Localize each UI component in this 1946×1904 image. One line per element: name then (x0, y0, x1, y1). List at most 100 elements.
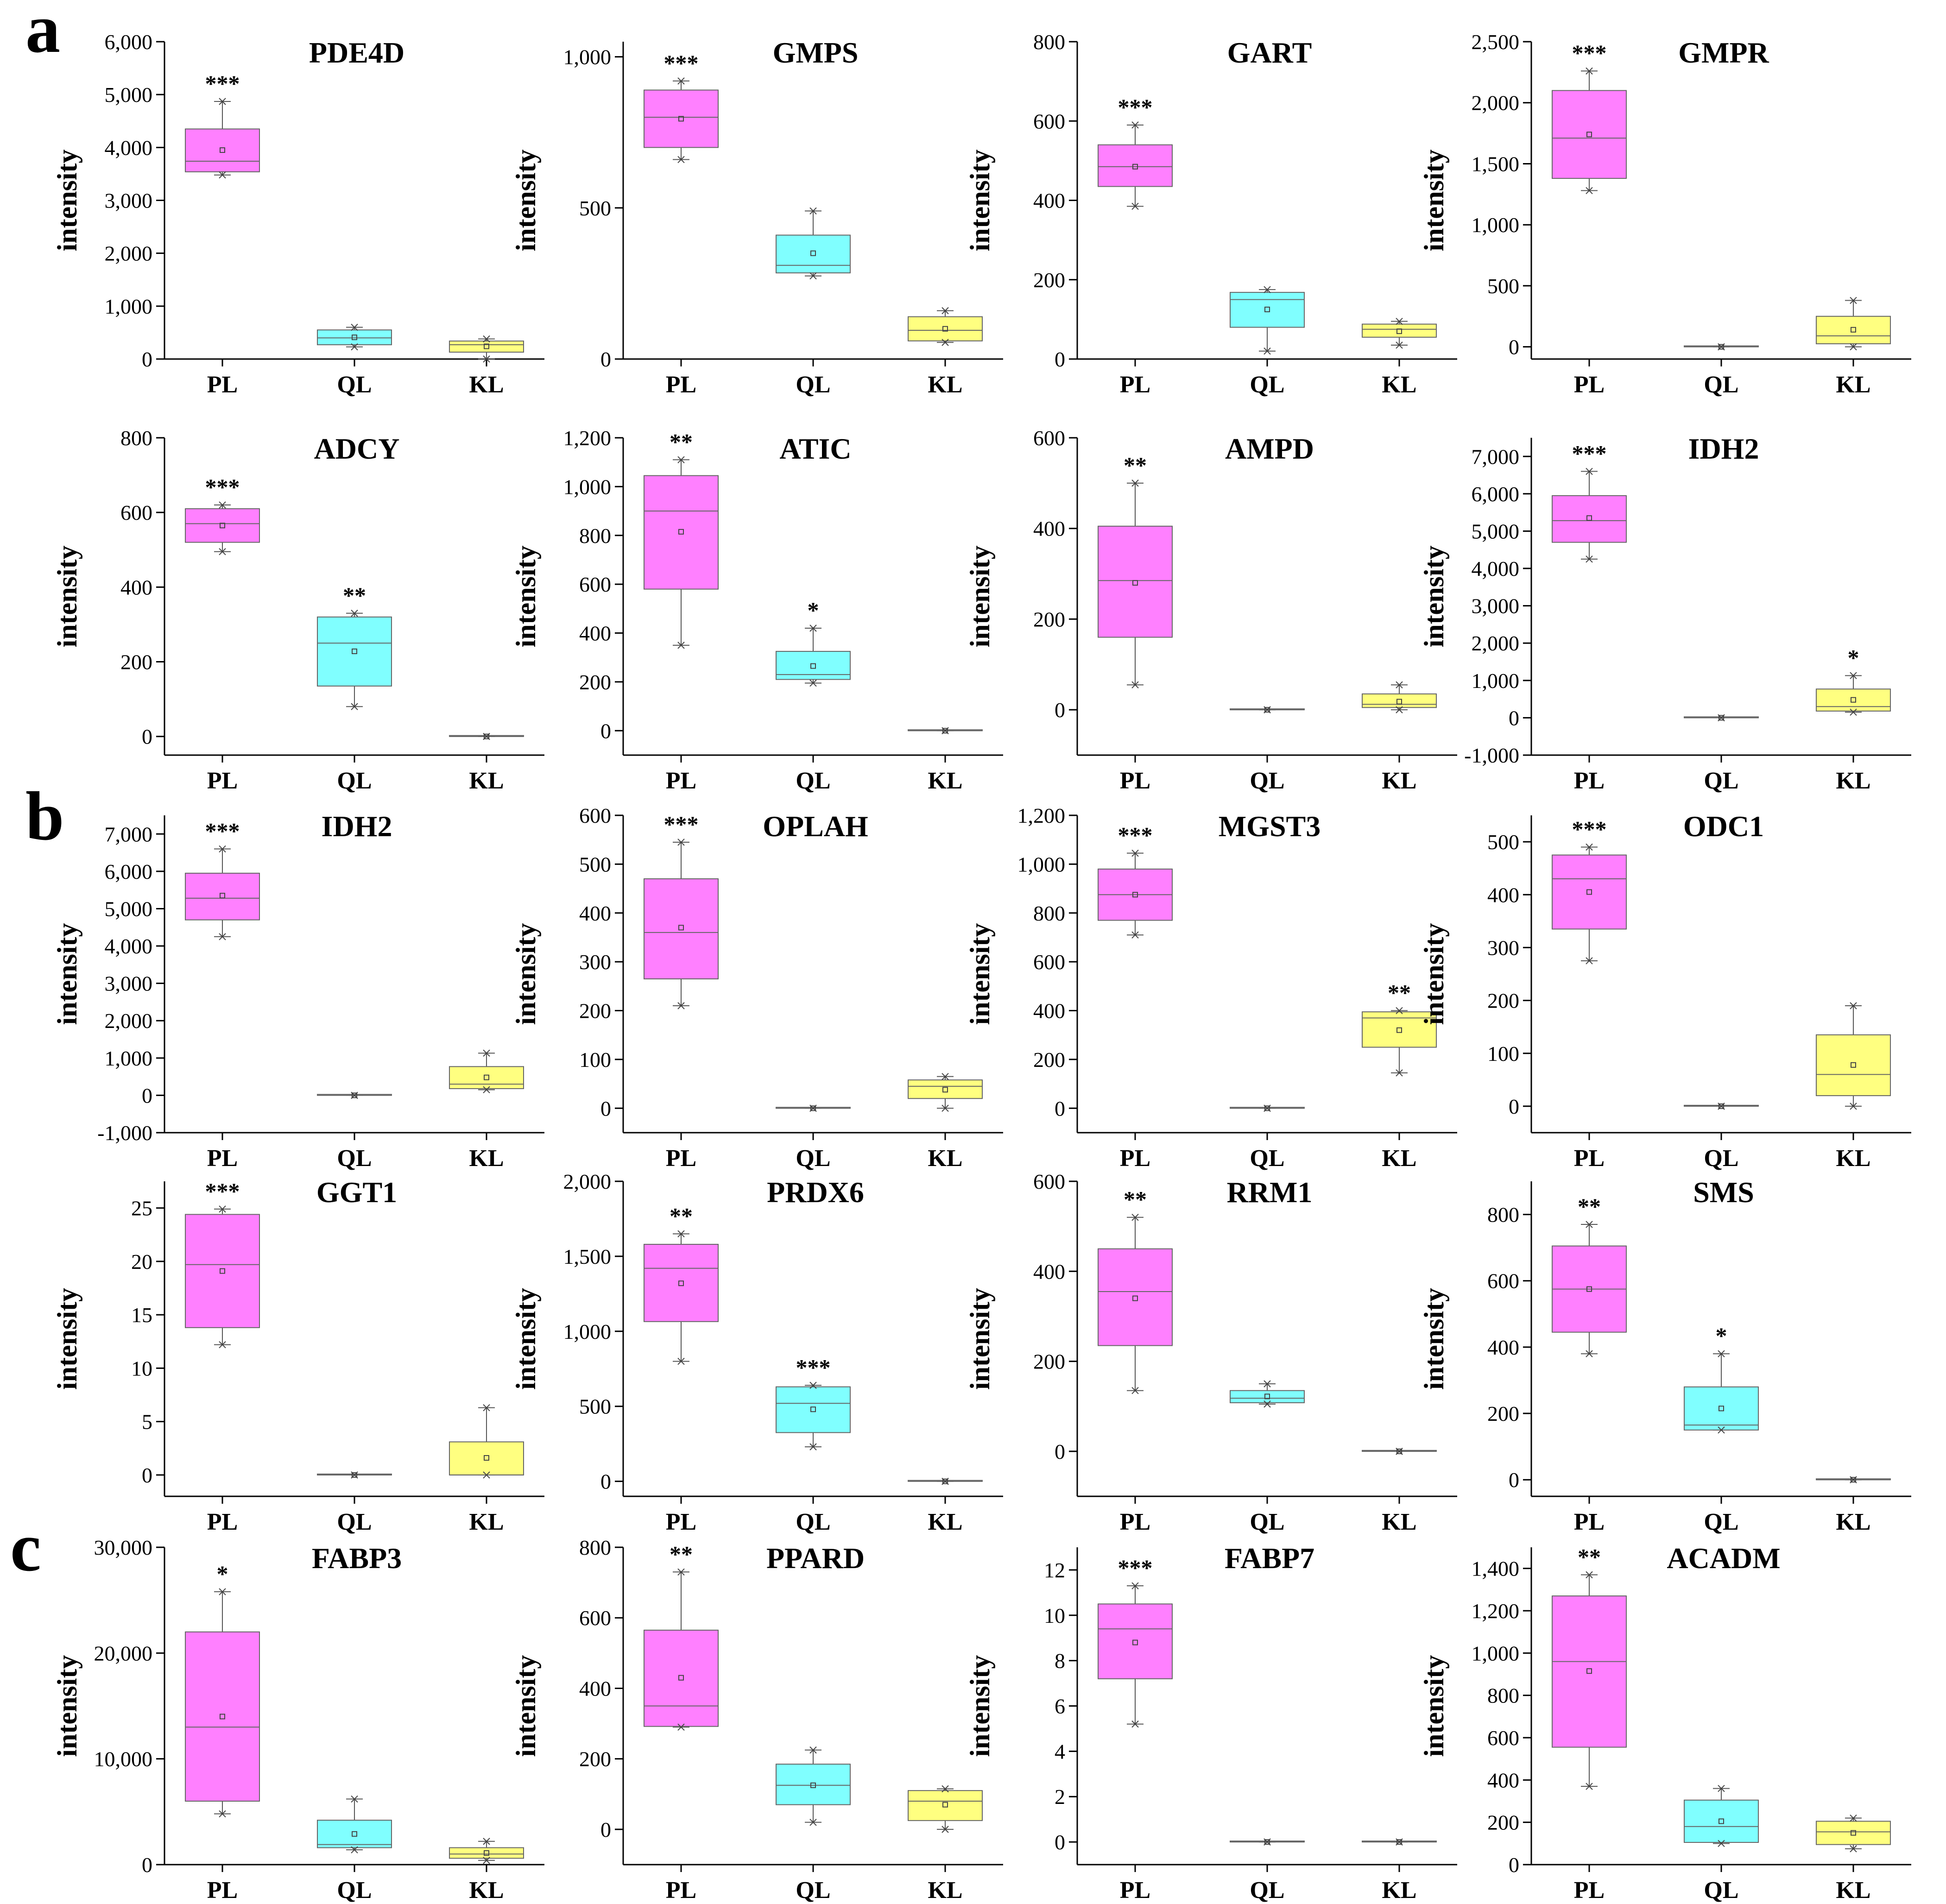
y-axis-label: intensity (52, 545, 82, 647)
x-tick-label-pl: PL (207, 1509, 238, 1535)
max-marker (941, 1785, 949, 1793)
x-tick-label-ql: QL (1250, 1509, 1284, 1535)
min-marker (219, 548, 226, 555)
y-tick-label: 2,000 (563, 1170, 612, 1193)
y-tick-label: 20,000 (94, 1641, 153, 1665)
mean-marker (484, 733, 489, 739)
y-tick-label: 100 (579, 1048, 611, 1072)
max-marker (351, 1795, 358, 1803)
y-tick-label: 8 (1055, 1649, 1065, 1673)
box-pl (1098, 525, 1173, 638)
box-pl (1552, 1595, 1627, 1748)
min-marker (941, 1104, 949, 1112)
box-ql (1230, 292, 1305, 328)
chart-title: IDH2 (1688, 432, 1759, 465)
y-axis-label: intensity (511, 545, 541, 647)
significance-label: *** (205, 818, 240, 844)
x-tick-label-ql: QL (1704, 1509, 1738, 1535)
x-tick-label-kl: KL (469, 1877, 504, 1904)
y-tick-label: 6 (1055, 1695, 1065, 1718)
chart-1: 0 1,000 2,000 3,000 4,000 5,000 6,000 intensity… (52, 30, 544, 398)
min-marker (809, 679, 817, 687)
chart-9: -1,000 0 1,000 2,000 3,000 4,000 5,000 6,000 7,0… (52, 810, 544, 1172)
mean-marker (1851, 1062, 1856, 1068)
min-marker (1264, 1838, 1271, 1846)
x-tick-label-pl: PL (1120, 1877, 1150, 1904)
mean-marker (1264, 1393, 1270, 1400)
box-kl (1816, 315, 1891, 345)
y-tick-label: 5,000 (1472, 519, 1520, 543)
max-marker (1131, 1214, 1139, 1221)
y-axis-label: intensity (52, 1288, 82, 1390)
significance-label: *** (205, 474, 240, 500)
min-marker (1131, 1387, 1139, 1394)
y-tick-label: 0 (600, 1470, 611, 1494)
mean-marker (1264, 707, 1270, 713)
mean-marker (942, 1087, 948, 1093)
chart-title: SMS (1693, 1176, 1754, 1209)
max-marker (351, 610, 358, 617)
chart-10: 0 100 200 300 400 500 600 intensity OPLAH PL *** QL… (511, 804, 1003, 1172)
mean-marker (1586, 1286, 1592, 1292)
min-marker (1264, 347, 1271, 355)
mean-marker (1132, 1639, 1138, 1646)
y-tick-label: 2,000 (105, 242, 153, 265)
min-marker (483, 1086, 490, 1094)
x-tick-label-kl: KL (1382, 372, 1416, 398)
mean-marker (1396, 328, 1402, 334)
x-tick-label-kl: KL (928, 1145, 962, 1172)
y-tick-label: 1,500 (1472, 152, 1520, 176)
x-tick-label-pl: PL (666, 372, 696, 398)
mean-marker (220, 523, 225, 529)
y-tick-label: 0 (1055, 347, 1065, 371)
chart-14: 0 500 1,000 1,500 2,000 intensity PRDX6 PL ** QL *… (511, 1170, 1003, 1535)
y-tick-label: 200 (1487, 989, 1519, 1013)
max-marker (677, 77, 685, 85)
y-tick-label: 800 (579, 524, 611, 548)
chart-19: 0 2 4 6 8 10 12 intensity FABP7 PL *** QL KL (965, 1542, 1457, 1904)
min-marker (1718, 714, 1725, 722)
min-marker (1131, 1720, 1139, 1728)
y-tick-label: 600 (1033, 950, 1065, 974)
y-tick-label: 0 (1509, 335, 1519, 359)
x-tick-label-kl: KL (928, 1509, 962, 1535)
mean-marker (1586, 132, 1592, 138)
y-axis-label: intensity (1419, 1655, 1449, 1757)
y-tick-label: 1,500 (563, 1245, 612, 1268)
y-tick-label: 7,000 (105, 822, 153, 846)
y-axis-label: intensity (965, 1288, 995, 1390)
x-tick-label-kl: KL (1836, 1877, 1870, 1904)
y-tick-label: 0 (1509, 706, 1519, 730)
box-kl (908, 1079, 983, 1099)
max-marker (1131, 1582, 1139, 1589)
box-kl (908, 316, 983, 341)
min-marker (1396, 1838, 1403, 1846)
y-axis-label: intensity (52, 923, 82, 1025)
y-tick-label: 0 (142, 1853, 152, 1877)
chart-title: PPARD (766, 1542, 865, 1575)
box-kl (1362, 693, 1437, 708)
mean-marker (1719, 1406, 1724, 1412)
x-tick-label-ql: QL (1250, 1145, 1284, 1172)
x-tick-label-kl: KL (1836, 1145, 1870, 1172)
chart-title: FABP7 (1225, 1542, 1314, 1575)
y-tick-label: 1,000 (105, 1047, 153, 1070)
min-marker (1718, 1840, 1725, 1847)
mean-marker (352, 1092, 357, 1098)
mean-marker (942, 728, 948, 734)
min-marker (677, 156, 685, 164)
y-tick-label: 6,000 (1472, 482, 1520, 506)
mean-marker (352, 648, 357, 654)
x-tick-label-kl: KL (1382, 1145, 1416, 1172)
y-tick-label: 400 (1487, 1768, 1519, 1792)
x-tick-label-pl: PL (666, 768, 696, 794)
x-tick-label-pl: PL (1574, 1509, 1605, 1535)
chart-title: OPLAH (763, 810, 868, 843)
y-tick-label: 1,400 (1472, 1557, 1520, 1581)
y-tick-label: 200 (1487, 1402, 1519, 1425)
min-marker (351, 343, 358, 351)
min-marker (1586, 555, 1593, 563)
min-marker (1396, 341, 1403, 349)
y-tick-label: 400 (1033, 999, 1065, 1023)
mean-marker (678, 1280, 684, 1286)
